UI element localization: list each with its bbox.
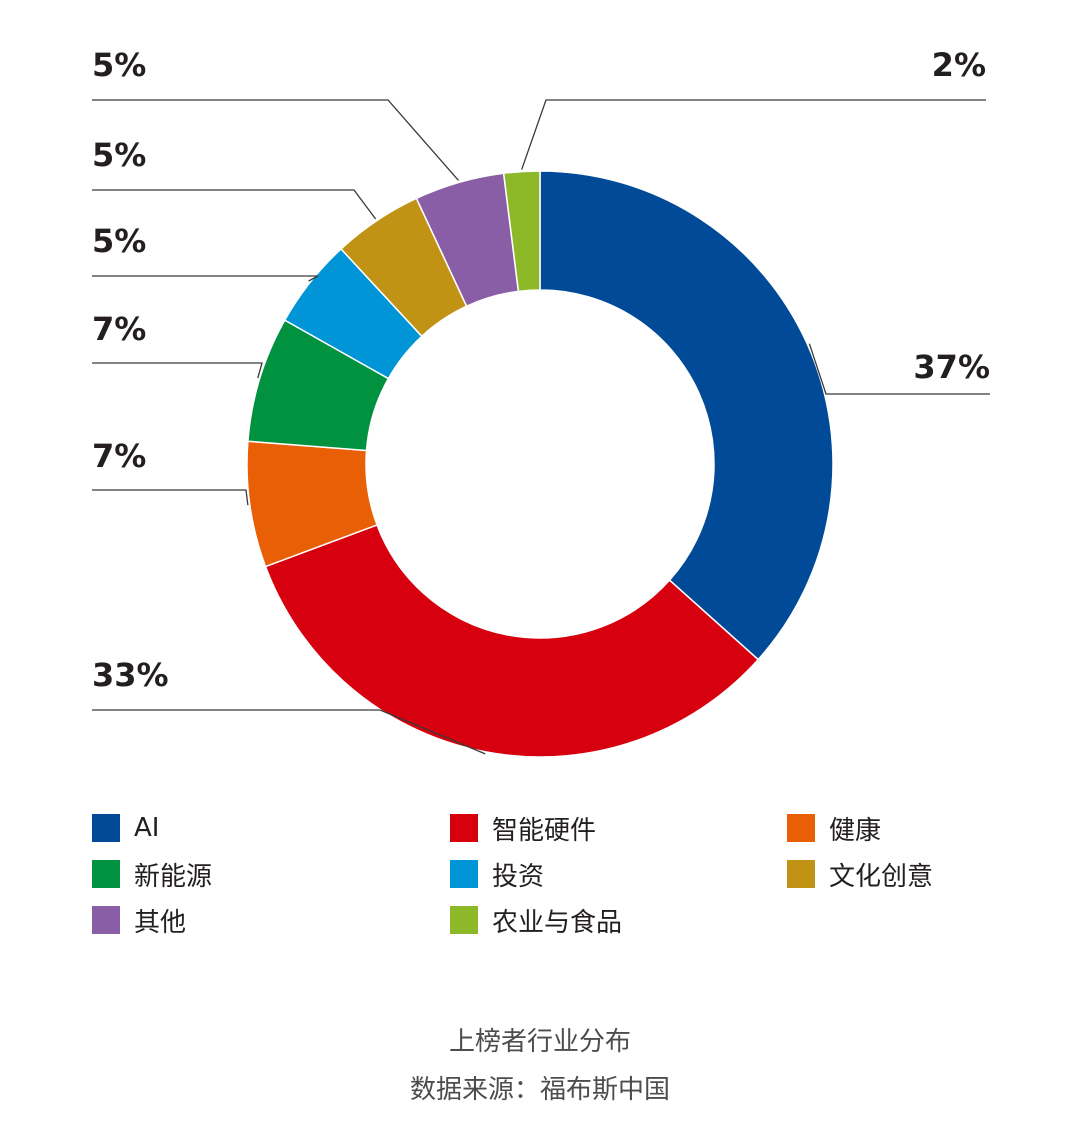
percent-label-8: 2% [932, 46, 986, 84]
legend-swatch [92, 860, 120, 888]
donut-slice-8 [502, 170, 541, 293]
legend-item: 智能硬件 [450, 812, 787, 846]
percent-labels: 37% 33% 7% 7% 5% 5% 5% 2% [92, 46, 990, 694]
legend: AI 智能硬件 健康新能源 投资 文化创意其他 农业与食品 [92, 812, 992, 938]
donut-slice-1 [539, 170, 834, 661]
donut-chart: 37% 33% 7% 7% 5% 5% 5% 2% [92, 46, 990, 758]
legend-item: 健康 [787, 812, 992, 846]
caption: 上榜者行业分布 数据来源：福布斯中国 [0, 1018, 1080, 1114]
percent-label-2: 33% [92, 656, 169, 694]
leader-line-5 [92, 275, 319, 282]
legend-swatch [787, 814, 815, 842]
data-source: 数据来源：福布斯中国 [409, 1075, 670, 1105]
percent-label-4: 7% [92, 310, 146, 348]
chart-title: 上榜者行业分布 [448, 1027, 631, 1057]
percent-label-7: 5% [92, 46, 146, 84]
legend-item: 新能源 [92, 858, 450, 892]
leader-line-1 [808, 343, 990, 395]
legend-label: 健康 [829, 815, 882, 846]
legend-swatch [450, 906, 478, 934]
leader-lines [92, 99, 990, 755]
leader-line-8 [521, 99, 986, 170]
legend-swatch [92, 814, 120, 842]
legend-label: 其他 [134, 907, 187, 938]
legend-label: 新能源 [134, 861, 213, 892]
leader-line-6 [92, 189, 377, 220]
percent-label-6: 5% [92, 136, 146, 174]
percent-label-5: 5% [92, 222, 146, 260]
legend-swatch [92, 906, 120, 934]
legend-swatch [450, 860, 478, 888]
leader-line-4 [92, 362, 263, 379]
legend-item: 农业与食品 [450, 904, 787, 938]
legend-label: 文化创意 [829, 861, 934, 892]
leader-line-3 [92, 489, 249, 506]
leader-line-2 [92, 709, 486, 755]
percent-label-1: 37% [913, 348, 990, 386]
legend-item: 文化创意 [787, 858, 992, 892]
legend-swatch [450, 814, 478, 842]
leader-line-7 [92, 99, 459, 181]
legend-item: 投资 [450, 858, 787, 892]
legend-label: 投资 [492, 861, 545, 892]
legend-item: AI [92, 812, 450, 844]
legend-item: 其他 [92, 904, 450, 938]
legend-label: AI [134, 813, 160, 843]
donut-slice-2 [264, 523, 760, 758]
percent-label-3: 7% [92, 437, 146, 475]
legend-label: 智能硬件 [492, 815, 597, 846]
donut-slices [246, 170, 834, 758]
legend-label: 农业与食品 [492, 907, 623, 938]
legend-swatch [787, 860, 815, 888]
